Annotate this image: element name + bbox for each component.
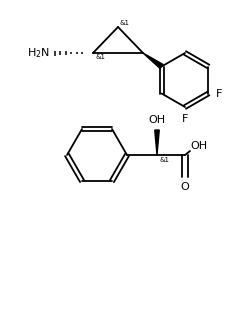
Text: OH: OH	[148, 115, 166, 125]
Text: F: F	[215, 89, 222, 99]
Text: O: O	[181, 182, 189, 192]
Text: &1: &1	[95, 54, 105, 60]
Text: F: F	[182, 114, 188, 124]
Text: OH: OH	[190, 141, 207, 151]
Polygon shape	[155, 130, 159, 155]
Text: &1: &1	[159, 157, 169, 163]
Polygon shape	[143, 53, 163, 68]
Text: H$_2$N: H$_2$N	[27, 46, 50, 60]
Text: &1: &1	[120, 20, 130, 26]
